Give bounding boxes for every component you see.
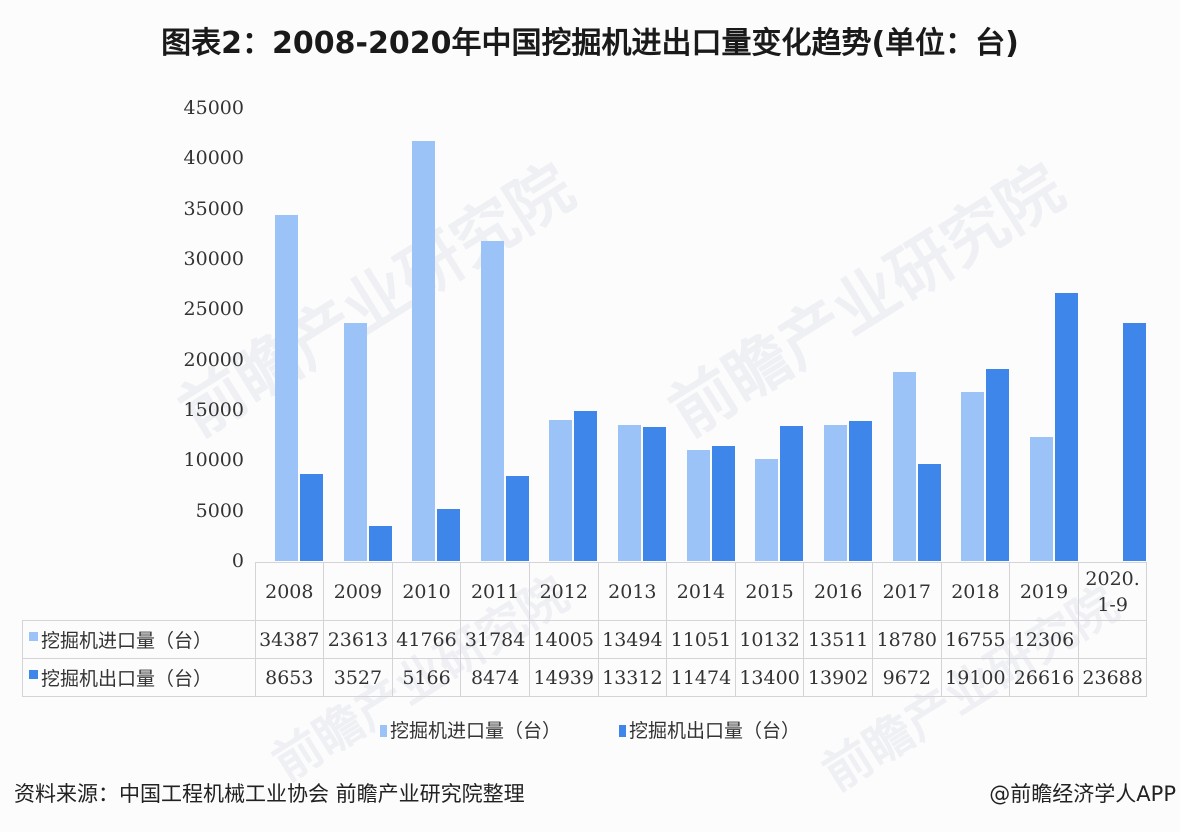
table-corner xyxy=(22,562,256,621)
table-header-cell: 2015 xyxy=(734,562,805,621)
table-cell: 18780 xyxy=(871,620,942,659)
table-header-cell: 2017 xyxy=(871,562,942,621)
y-tick-label: 10000 xyxy=(183,449,244,472)
bar-import xyxy=(1029,437,1053,561)
table-cell: 5166 xyxy=(391,658,462,697)
bar-import xyxy=(412,140,436,561)
table-header-cell: 2011 xyxy=(460,562,530,621)
table-cell: 23613 xyxy=(323,620,393,659)
bar-export xyxy=(300,473,323,561)
legend-item-import: 挖掘机进口量（台） xyxy=(379,716,561,743)
table-cell xyxy=(1077,620,1148,659)
table-header-cell: 2010 xyxy=(391,562,462,621)
y-tick-label: 30000 xyxy=(183,248,244,270)
table-cell: 34387 xyxy=(254,620,325,659)
table-cell: 13312 xyxy=(597,658,668,697)
table-header-cell: 2016 xyxy=(803,562,873,621)
plot-area xyxy=(260,100,1152,562)
bar-import xyxy=(686,449,710,561)
table-header-cell: 2008 xyxy=(254,562,325,621)
table-cell: 8474 xyxy=(460,658,530,697)
bar-export xyxy=(780,426,804,561)
legend: 挖掘机进口量（台） 挖掘机出口量（台） xyxy=(0,716,1180,743)
table-header-cell: 2013 xyxy=(597,562,668,621)
series-swatch xyxy=(29,632,38,641)
table-cell: 23688 xyxy=(1077,658,1148,697)
table-cell: 13400 xyxy=(734,658,805,697)
bar-export xyxy=(643,427,667,561)
bar-export xyxy=(848,421,872,561)
bar-export xyxy=(986,368,1010,561)
table-row-label: 挖掘机出口量（台） xyxy=(22,658,256,697)
bar-export xyxy=(711,445,735,561)
table-cell: 26616 xyxy=(1009,658,1079,697)
table-cell: 3527 xyxy=(323,658,393,697)
table-cell: 31784 xyxy=(460,620,530,659)
table-cell: 10132 xyxy=(734,620,805,659)
series-label: 挖掘机出口量（台） xyxy=(41,668,213,690)
legend-label-export: 挖掘机出口量（台） xyxy=(629,720,801,742)
bar-import xyxy=(480,241,504,561)
legend-swatch-import xyxy=(379,725,387,737)
bar-import xyxy=(618,425,642,561)
bar-import xyxy=(275,214,298,561)
chart-title: 图表2：2008-2020年中国挖掘机进出口量变化趋势(单位：台) xyxy=(161,26,1019,61)
table-cell: 19100 xyxy=(940,658,1011,697)
bar-import xyxy=(892,371,916,561)
bar-import xyxy=(343,323,367,561)
table-header-cell: 2012 xyxy=(528,562,599,621)
bar-export xyxy=(1123,322,1147,561)
table-cell: 11051 xyxy=(666,620,736,659)
table-cell: 13511 xyxy=(803,620,873,659)
table-cell: 13902 xyxy=(803,658,873,697)
bar-export xyxy=(368,525,392,561)
table-cell: 16755 xyxy=(940,620,1011,659)
table-header-cell: 2018 xyxy=(940,562,1011,621)
table-row: 挖掘机出口量（台） 8653 3527 5166 8474 14939 13312 11474… xyxy=(22,658,1148,697)
legend-item-export: 挖掘机出口量（台） xyxy=(619,716,800,743)
bar-import xyxy=(755,459,779,561)
table-cell: 13494 xyxy=(597,620,668,659)
y-tick-label: 20000 xyxy=(183,348,244,371)
bar-export xyxy=(917,463,941,561)
table-row-label: 挖掘机进口量（台） xyxy=(22,620,256,659)
credit: @前瞻经济学人APP xyxy=(989,782,1176,806)
legend-label-import: 挖掘机进口量（台） xyxy=(389,720,561,742)
series-label: 挖掘机进口量（台） xyxy=(41,630,213,652)
table-cell: 12306 xyxy=(1009,620,1079,659)
y-tick-label: 35000 xyxy=(183,197,244,220)
y-tick-label: 5000 xyxy=(195,499,244,522)
table-header-cell: 2020. 1-9 xyxy=(1077,562,1148,621)
table-cell: 11474 xyxy=(666,658,736,697)
bar-export xyxy=(437,509,461,561)
table-row: 挖掘机进口量（台） 34387 23613 41766 31784 14005 13494 1… xyxy=(22,620,1148,659)
bar-import xyxy=(823,425,847,561)
series-swatch xyxy=(29,670,38,679)
bar-export xyxy=(1054,293,1078,561)
y-tick-label: 40000 xyxy=(183,147,244,170)
bar-export xyxy=(505,475,529,561)
legend-swatch-export xyxy=(619,725,627,737)
y-tick-label: 15000 xyxy=(183,399,244,421)
table-cell: 14005 xyxy=(528,620,599,659)
table-cell: 9672 xyxy=(871,658,942,697)
table-cell: 41766 xyxy=(391,620,462,659)
y-tick-label: 25000 xyxy=(183,298,244,321)
source-note: 资料来源：中国工程机械工业协会 前瞻产业研究院整理 xyxy=(14,782,525,806)
data-table: 2008 2009 2010 2011 2012 2013 2014 2015 2016 2017… xyxy=(22,562,1148,697)
table-header-cell: 2019 xyxy=(1009,562,1079,621)
bar-export xyxy=(574,410,598,561)
table-cell: 8653 xyxy=(254,658,325,697)
table-cell: 14939 xyxy=(528,658,599,697)
bar-import xyxy=(961,392,985,561)
table-header-cell: 2014 xyxy=(666,562,736,621)
table-header-cell: 2009 xyxy=(323,562,393,621)
y-tick-label: 45000 xyxy=(183,97,244,119)
bar-import xyxy=(549,420,573,561)
